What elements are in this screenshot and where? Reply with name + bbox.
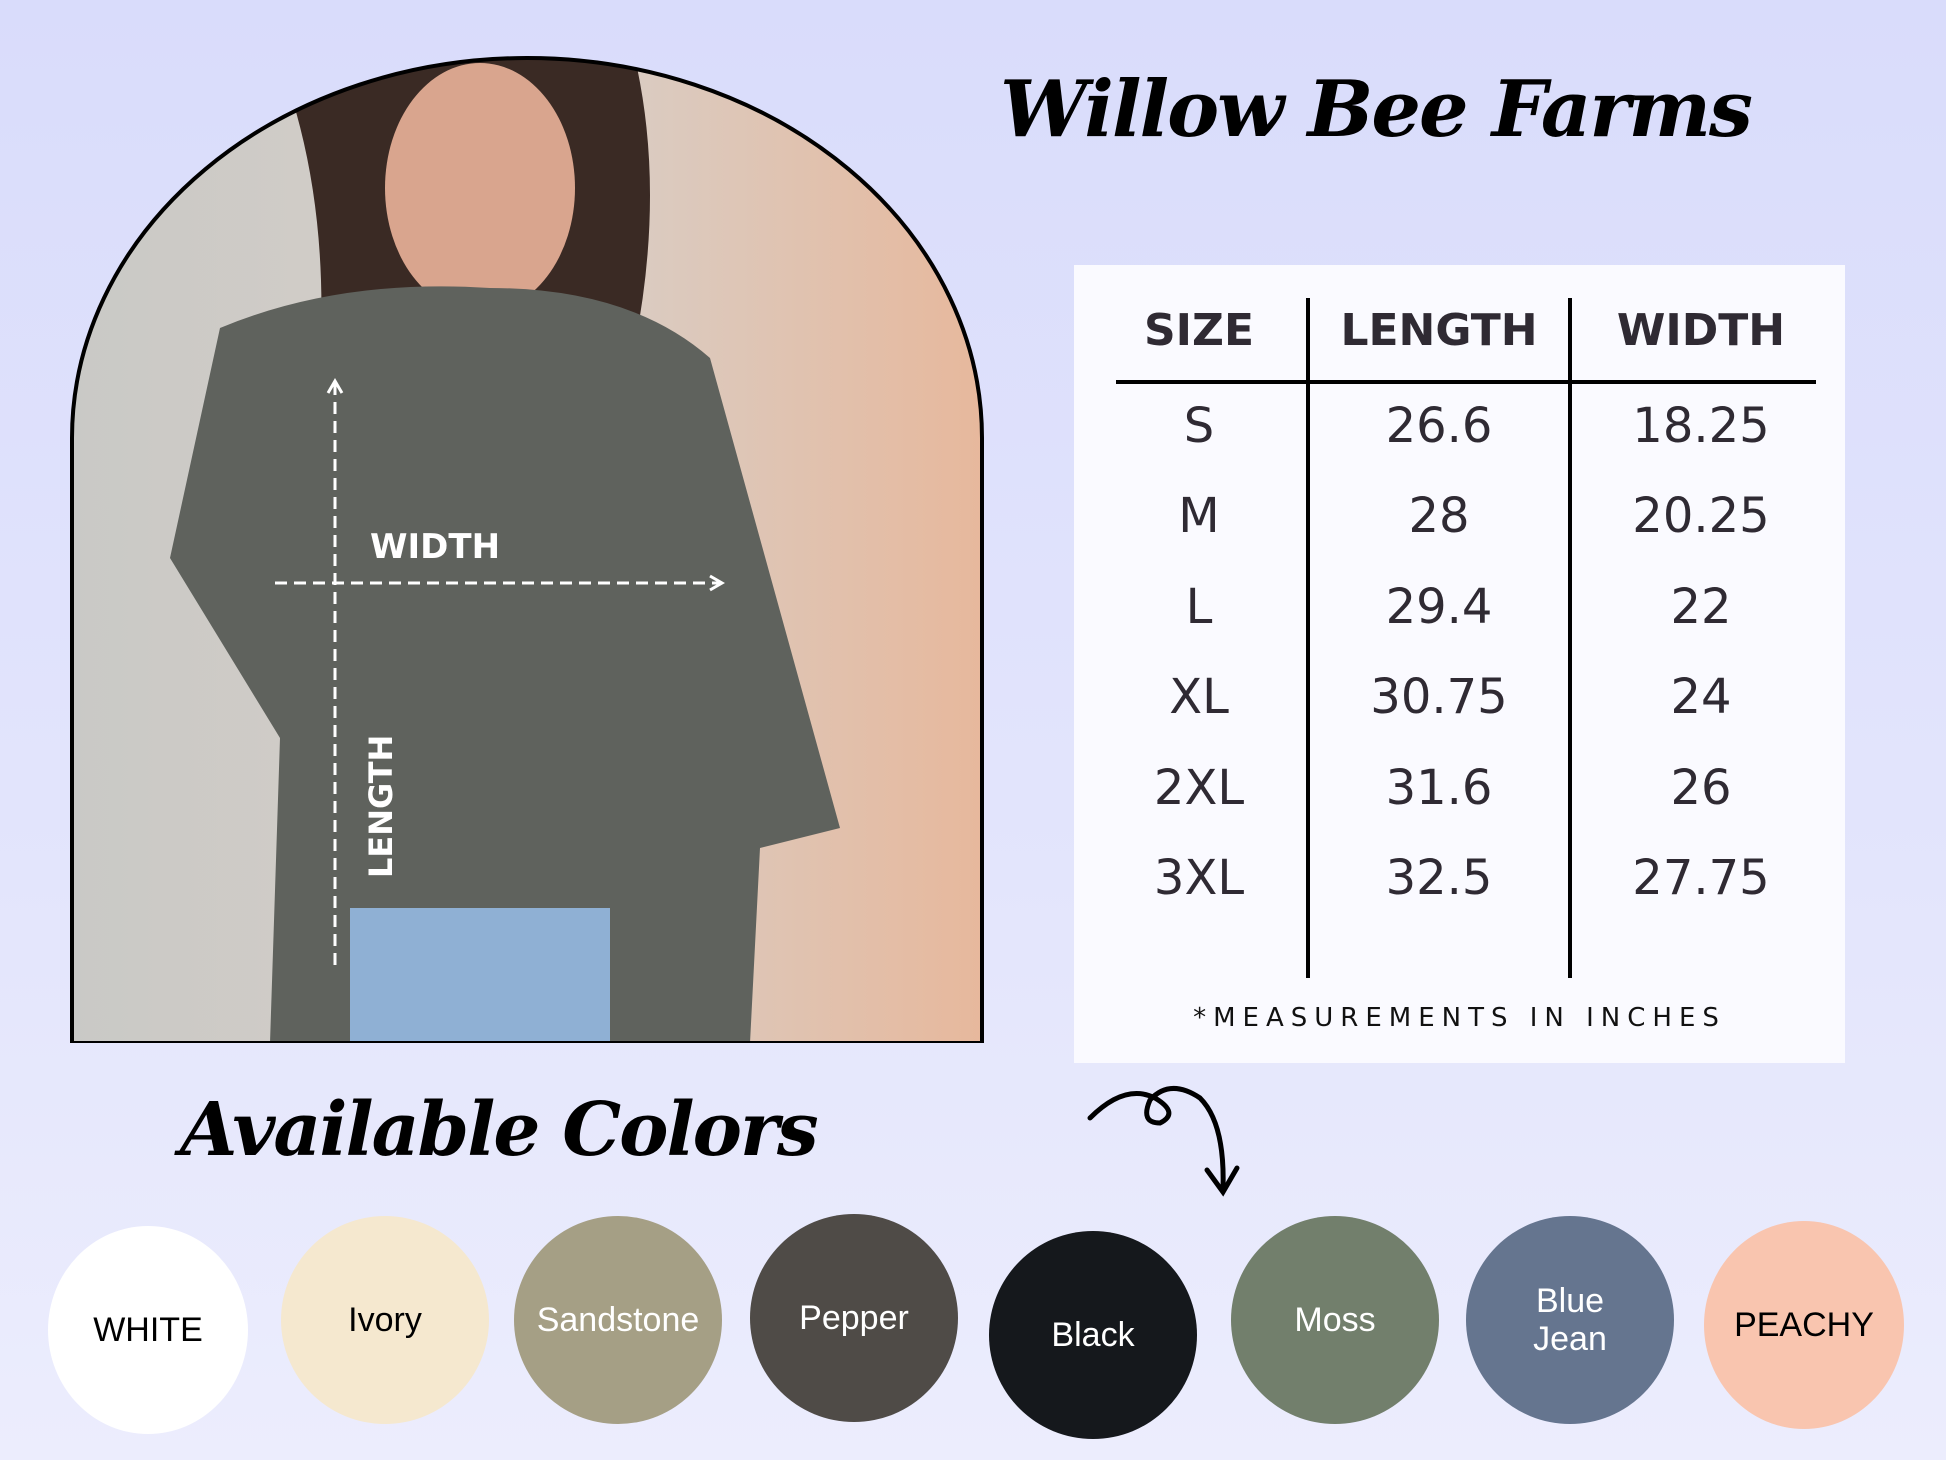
color-swatch-label: Blue Jean — [1533, 1282, 1607, 1358]
length-cell: 28 — [1408, 488, 1470, 544]
brand-title: Willow Bee Farms — [1000, 64, 1753, 155]
model-photo: WIDTH LENGTH — [70, 56, 984, 1043]
size-cell: S — [1183, 398, 1215, 454]
size-cell: 2XL — [1153, 760, 1245, 816]
color-swatch[interactable]: PEACHY — [1704, 1221, 1904, 1429]
color-swatch[interactable]: Pepper — [750, 1214, 958, 1422]
length-label: LENGTH — [362, 735, 400, 878]
color-swatch-label: PEACHY — [1734, 1306, 1874, 1344]
color-swatch-label: WHITE — [93, 1311, 203, 1349]
column-divider — [1568, 298, 1572, 978]
color-swatch-label: Moss — [1294, 1301, 1376, 1339]
color-swatch[interactable]: WHITE — [48, 1226, 248, 1434]
length-cell: 29.4 — [1385, 579, 1493, 635]
width-cell: 26 — [1670, 760, 1732, 816]
header-width: WIDTH — [1616, 305, 1786, 356]
color-swatch[interactable]: Sandstone — [514, 1216, 722, 1424]
color-swatch[interactable]: Ivory — [281, 1216, 489, 1424]
column-divider — [1306, 298, 1310, 978]
length-cell: 30.75 — [1370, 669, 1508, 725]
width-cell: 27.75 — [1632, 850, 1770, 906]
color-swatch-label: Pepper — [799, 1299, 909, 1337]
size-cell: 3XL — [1153, 850, 1245, 906]
color-swatch-label: Black — [1051, 1316, 1135, 1354]
width-cell: 22 — [1670, 579, 1732, 635]
header-size: SIZE — [1143, 305, 1255, 356]
available-colors-title: Available Colors — [180, 1087, 819, 1173]
width-cell: 24 — [1670, 669, 1732, 725]
size-cell: L — [1185, 579, 1213, 635]
size-chart: SIZE LENGTH WIDTH S 26.6 18.25 M 28 20.25 L 29.… — [1074, 265, 1845, 1063]
length-cell: 31.6 — [1385, 760, 1493, 816]
size-cell: M — [1178, 488, 1220, 544]
length-cell: 32.5 — [1385, 850, 1493, 906]
width-cell: 20.25 — [1632, 488, 1770, 544]
curly-arrow-down-icon — [1087, 1086, 1240, 1197]
width-cell: 18.25 — [1632, 398, 1770, 454]
size-cell: XL — [1169, 669, 1229, 725]
header-divider — [1116, 380, 1816, 384]
length-cell: 26.6 — [1385, 398, 1493, 454]
color-swatch[interactable]: Blue Jean — [1466, 1216, 1674, 1424]
header-length: LENGTH — [1340, 305, 1538, 356]
color-swatch-label: Sandstone — [536, 1301, 700, 1339]
color-swatch[interactable]: Black — [989, 1231, 1197, 1439]
width-label: WIDTH — [370, 527, 500, 567]
measurement-note: *MEASUREMENTS IN INCHES — [1193, 1003, 1726, 1033]
color-swatch[interactable]: Moss — [1231, 1216, 1439, 1424]
color-swatch-label: Ivory — [348, 1301, 422, 1339]
